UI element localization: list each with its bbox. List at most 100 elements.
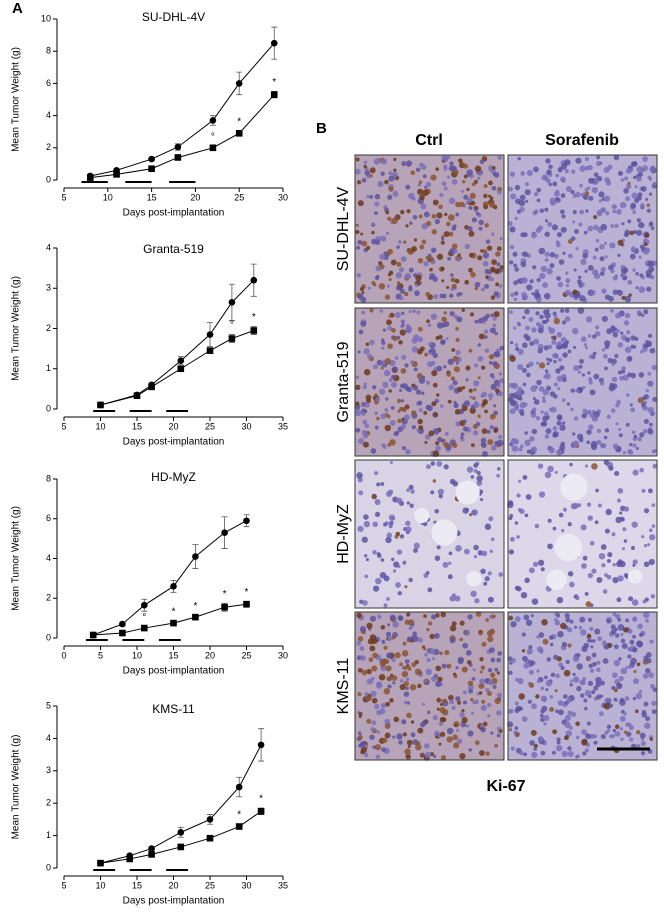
cell: [384, 358, 392, 365]
cell: [465, 508, 469, 512]
cell: [489, 549, 493, 553]
micrograph-frame: [354, 459, 505, 609]
cell: [361, 290, 365, 294]
cell: [561, 641, 568, 648]
cell: [388, 378, 393, 383]
y-tick-label: 6: [46, 78, 51, 88]
cell: [354, 403, 361, 410]
cell: [587, 515, 593, 521]
cell: [403, 240, 407, 244]
cell: [602, 589, 608, 594]
cell: [645, 388, 649, 393]
cell: [358, 438, 364, 445]
cell: [543, 375, 547, 379]
cell: [567, 522, 572, 527]
cell: [536, 361, 540, 365]
cell: [492, 166, 496, 170]
cell: [480, 394, 484, 398]
data-point: [206, 347, 214, 354]
cell: [391, 635, 396, 640]
cell: [388, 524, 393, 529]
cell: [518, 397, 523, 401]
cell: [355, 157, 360, 162]
cell: [602, 658, 609, 664]
cell: [553, 359, 557, 364]
cell: [647, 428, 654, 435]
cell: [480, 665, 486, 670]
cell: [575, 292, 581, 298]
cell: [394, 534, 399, 539]
cell: [385, 210, 390, 215]
cell: [625, 731, 632, 737]
cell: [455, 212, 460, 217]
cell: [642, 156, 648, 162]
cell: [418, 214, 423, 219]
cell: [643, 242, 648, 247]
cell: [378, 615, 382, 620]
data-point: [257, 808, 265, 815]
cell: [569, 462, 573, 467]
cell: [436, 697, 442, 703]
cell: [358, 712, 363, 717]
cell: [490, 445, 497, 451]
cell: [422, 521, 428, 527]
cell: [362, 441, 369, 448]
significance-mark: °: [230, 320, 234, 331]
cell: [559, 365, 565, 371]
cell: [415, 283, 419, 287]
data-point: [206, 816, 214, 823]
cell: [383, 603, 388, 608]
cell: [587, 680, 594, 686]
cell: [443, 164, 448, 169]
cell: [488, 354, 495, 360]
data-point: [192, 553, 199, 560]
cell: [418, 326, 423, 332]
cell: [573, 268, 577, 272]
cell: [440, 755, 447, 761]
cell: [396, 497, 403, 504]
cell: [461, 308, 466, 313]
cell: [616, 597, 622, 603]
cell: [641, 535, 645, 539]
cell: [603, 435, 608, 440]
cell: [436, 365, 443, 372]
cell: [622, 627, 629, 633]
cell: [591, 568, 597, 574]
cell: [485, 275, 489, 279]
cell: [487, 438, 494, 445]
cell: [552, 432, 558, 438]
cell: [405, 224, 409, 228]
cell: [362, 419, 367, 425]
cell: [478, 219, 484, 226]
x-tick-label: 20: [168, 421, 178, 431]
cell: [617, 342, 624, 348]
cell: [588, 663, 593, 669]
cell: [359, 286, 364, 291]
cell: [652, 687, 658, 692]
cell: [398, 740, 403, 745]
x-tick-label: 15: [132, 421, 142, 431]
cell: [377, 180, 384, 188]
cell: [524, 431, 528, 435]
cell: [470, 271, 476, 278]
cell: [417, 257, 424, 264]
cell: [519, 508, 525, 515]
cell: [551, 224, 559, 231]
cell: [387, 273, 392, 277]
y-tick-label: 3: [46, 765, 51, 775]
cell: [455, 666, 459, 670]
cell: [629, 443, 633, 447]
cell: [455, 201, 461, 208]
cell: [413, 542, 420, 549]
cell: [593, 685, 599, 691]
cell: [610, 624, 616, 630]
cell: [522, 382, 527, 387]
cell: [433, 294, 439, 300]
cell: [380, 366, 384, 370]
cell: [385, 231, 390, 235]
cell: [569, 683, 573, 687]
cell: [446, 175, 451, 179]
cell: [509, 355, 516, 362]
cell: [490, 672, 496, 678]
cell: [646, 208, 651, 213]
